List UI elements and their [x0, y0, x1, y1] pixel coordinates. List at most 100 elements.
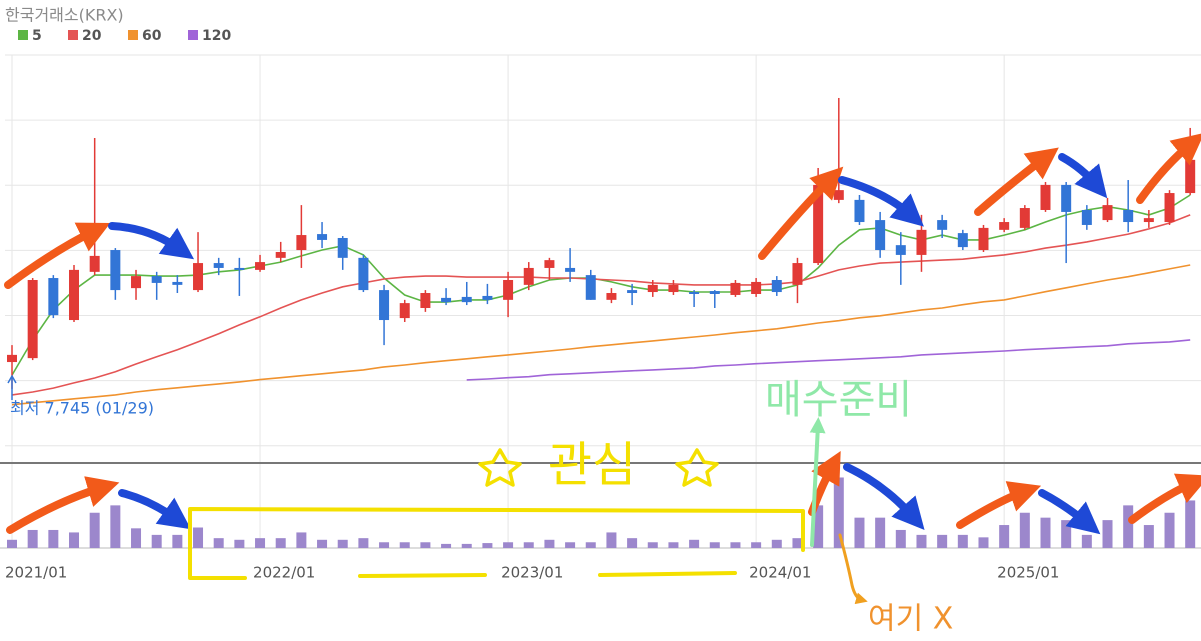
volume-bar	[916, 534, 927, 548]
volume-bar	[110, 505, 121, 548]
x-tick-label: 2025/01	[997, 564, 1059, 582]
volume-bar	[689, 539, 700, 548]
volume-bar	[875, 517, 886, 548]
legend-label: 120	[202, 28, 231, 44]
candle-body	[503, 279, 514, 300]
candle-body	[7, 354, 17, 363]
volume-bar	[1040, 517, 1051, 548]
candle-body	[482, 295, 493, 300]
candle-body	[1185, 159, 1196, 194]
candle-body	[544, 260, 555, 268]
up-arrow	[1128, 473, 1201, 524]
down-arrow	[838, 176, 924, 227]
volume-bar	[813, 505, 824, 548]
candle-body	[420, 293, 431, 308]
low-pointer-head	[7, 374, 17, 384]
volume-bar	[193, 527, 204, 548]
volume-bar	[317, 539, 328, 548]
volume-bar	[647, 542, 658, 548]
volume-bar	[1081, 534, 1092, 548]
annotations	[4, 132, 1201, 605]
x-tick-label: 2023/01	[501, 564, 563, 582]
ma-line	[11, 264, 1191, 406]
candle-body	[1081, 209, 1092, 225]
moving-averages	[11, 194, 1191, 406]
volume-bar	[709, 542, 720, 548]
candle-body	[854, 199, 865, 223]
interest-label: 관심	[548, 437, 636, 493]
down-arrow	[843, 463, 925, 531]
candle-body	[957, 233, 968, 248]
candle-body	[131, 276, 142, 289]
candle-body	[937, 220, 948, 230]
candle-body	[1123, 209, 1134, 223]
grid: 2021/01 2022/01 2023/01 2024/01 2025/01	[0, 54, 1201, 582]
legend-swatch	[128, 30, 138, 40]
candle-body	[275, 251, 286, 258]
candle-body	[337, 237, 348, 258]
up-arrow	[4, 222, 111, 289]
down-arrow	[108, 222, 195, 260]
chart-title: 한국거래소(KRX)	[5, 6, 124, 25]
candle-body	[27, 279, 38, 359]
candle-body	[916, 229, 927, 255]
legend-label: 5	[32, 28, 42, 44]
up-arrow	[956, 481, 1042, 529]
volume-bar	[172, 534, 183, 548]
down-arrow	[1058, 153, 1108, 199]
volume-bar	[255, 538, 266, 548]
volume-bar	[957, 534, 968, 548]
up-arrows	[4, 132, 1201, 534]
ma-line	[11, 214, 1191, 396]
legend-swatch	[188, 30, 198, 40]
volume-bar	[730, 542, 741, 548]
volume-bar	[1143, 525, 1154, 548]
not-here-label: 여기 X	[868, 602, 953, 637]
volume-bar	[337, 539, 348, 548]
candle-body	[255, 262, 266, 270]
not-here-arrow	[838, 533, 868, 605]
candle-body	[1164, 193, 1175, 223]
buy-arrow	[809, 417, 826, 547]
candle-body	[1102, 205, 1113, 221]
volume-bar	[1061, 520, 1072, 548]
volume-bar	[523, 542, 534, 548]
volume-bar	[771, 539, 782, 548]
volume-bar	[275, 538, 286, 548]
buy-ready-label: 매수준비	[765, 377, 912, 423]
legend-swatch	[18, 30, 28, 40]
volume-bar	[1102, 520, 1113, 548]
ma-line	[466, 339, 1191, 381]
volume-bar	[1185, 500, 1196, 548]
candle-body	[69, 269, 80, 321]
volume-bar	[585, 542, 596, 548]
candle-body	[895, 245, 906, 255]
volume-bar	[69, 532, 80, 548]
volume-bar	[420, 542, 431, 548]
legend: 5 20 60 120	[18, 28, 231, 44]
legend-swatch	[68, 30, 78, 40]
candle-body	[813, 184, 824, 264]
candle-body	[999, 222, 1010, 230]
interest-box	[188, 507, 805, 580]
volume-bar	[978, 537, 989, 548]
volume-bar	[27, 529, 38, 548]
volume-bar	[441, 543, 452, 548]
volume-bar	[627, 538, 638, 548]
volume-bar	[131, 528, 142, 548]
volume-bar	[503, 542, 514, 548]
stars	[478, 448, 719, 487]
volume-bar	[1019, 512, 1030, 548]
volume-bar	[7, 539, 17, 548]
star	[675, 448, 719, 487]
down-arrow	[118, 489, 192, 530]
low-label: 최저 7,745 (01/29)	[10, 399, 154, 418]
candle-body	[296, 235, 307, 251]
candle-body	[379, 290, 390, 321]
volume-bar	[89, 512, 100, 548]
candle-body	[978, 227, 989, 251]
candle-body	[317, 234, 328, 240]
volume-bar	[565, 542, 576, 548]
volume-bar	[151, 534, 162, 548]
